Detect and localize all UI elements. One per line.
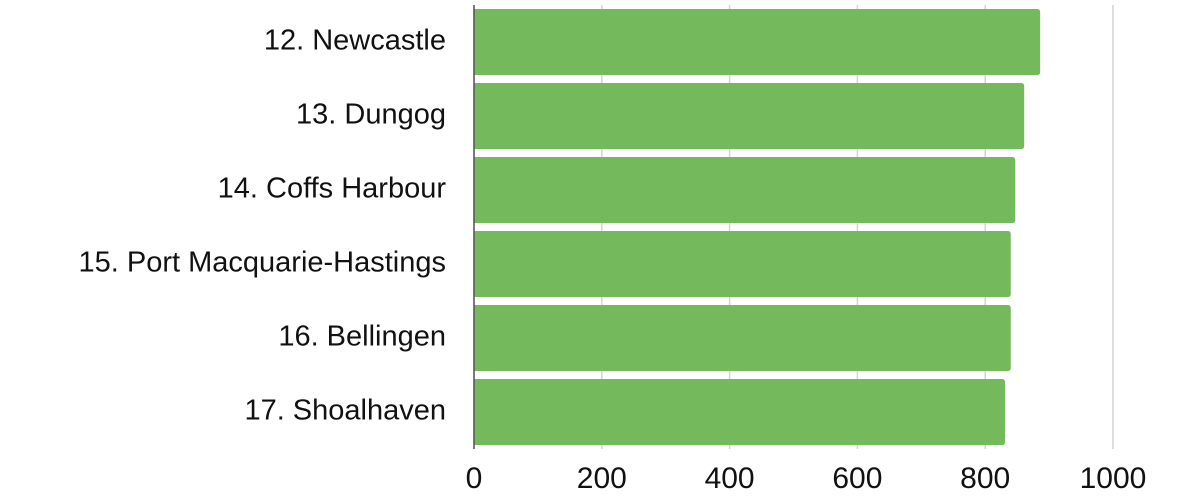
bar <box>474 305 1011 371</box>
y-tick-label: 14. Coffs Harbour <box>218 173 447 205</box>
bar <box>474 379 1006 445</box>
x-tick-label: 800 <box>960 462 1010 495</box>
x-tick-label: 0 <box>466 462 483 495</box>
x-tick-label: 200 <box>577 462 627 495</box>
x-tick-label: 600 <box>832 462 882 495</box>
bar <box>474 9 1041 75</box>
x-tick-label: 400 <box>705 462 755 495</box>
y-tick-label: 12. Newcastle <box>264 25 446 57</box>
y-tick-label: 15. Port Macquarie-Hastings <box>79 247 447 279</box>
bar <box>474 83 1025 149</box>
y-tick-label: 16. Bellingen <box>278 321 446 353</box>
y-tick-label: 13. Dungog <box>296 99 446 131</box>
bar <box>474 157 1016 223</box>
x-tick-label: 1000 <box>1080 462 1147 495</box>
bar <box>474 231 1011 297</box>
y-tick-label: 17. Shoalhaven <box>244 395 446 427</box>
